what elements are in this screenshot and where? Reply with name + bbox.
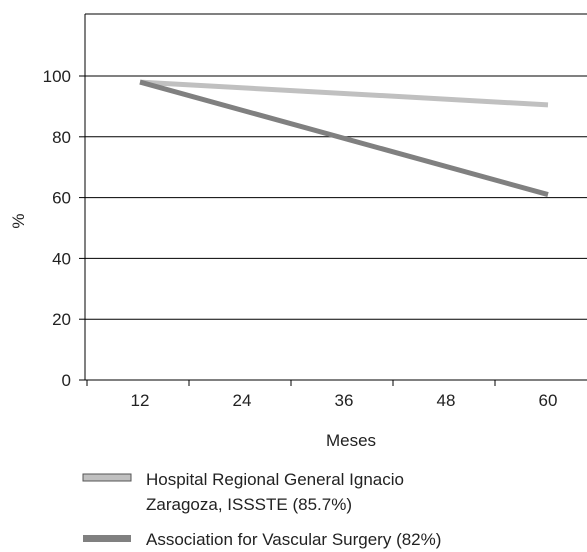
x-tick-label: 36 bbox=[335, 391, 354, 410]
y-tick-label: 100 bbox=[43, 67, 71, 86]
axes bbox=[84, 14, 587, 381]
y-tick-label: 60 bbox=[52, 189, 71, 208]
y-tick-label: 40 bbox=[52, 249, 71, 268]
legend-item: Hospital Regional General Ignacio Zarago… bbox=[82, 470, 404, 514]
x-tick-label: 48 bbox=[437, 391, 456, 410]
series-lines bbox=[139, 79, 549, 197]
legend-item: Association for Vascular Surgery (82%) bbox=[83, 530, 441, 549]
legend: Hospital Regional General Ignacio Zarago… bbox=[82, 470, 441, 549]
x-tick-label: 60 bbox=[539, 391, 558, 410]
x-axis-label: Meses bbox=[326, 431, 376, 450]
legend-label: Zaragoza, ISSSTE (85.7%) bbox=[146, 495, 352, 514]
y-axis-ticks: 0 20 40 60 80 100 bbox=[43, 67, 85, 390]
gridlines bbox=[85, 13, 587, 320]
y-tick-label: 0 bbox=[62, 371, 71, 390]
x-tick-label: 12 bbox=[131, 391, 150, 410]
legend-label: Hospital Regional General Ignacio bbox=[146, 470, 404, 489]
x-axis-ticks: 12 24 36 48 60 bbox=[86, 380, 558, 410]
legend-swatch bbox=[83, 535, 131, 542]
y-axis-label: % bbox=[9, 213, 28, 228]
legend-label: Association for Vascular Surgery (82%) bbox=[146, 530, 441, 549]
series-line bbox=[139, 79, 549, 108]
y-tick-label: 80 bbox=[52, 128, 71, 147]
y-tick-label: 20 bbox=[52, 310, 71, 329]
legend-swatch bbox=[82, 473, 132, 482]
x-tick-label: 24 bbox=[233, 391, 252, 410]
series-line bbox=[139, 79, 549, 197]
